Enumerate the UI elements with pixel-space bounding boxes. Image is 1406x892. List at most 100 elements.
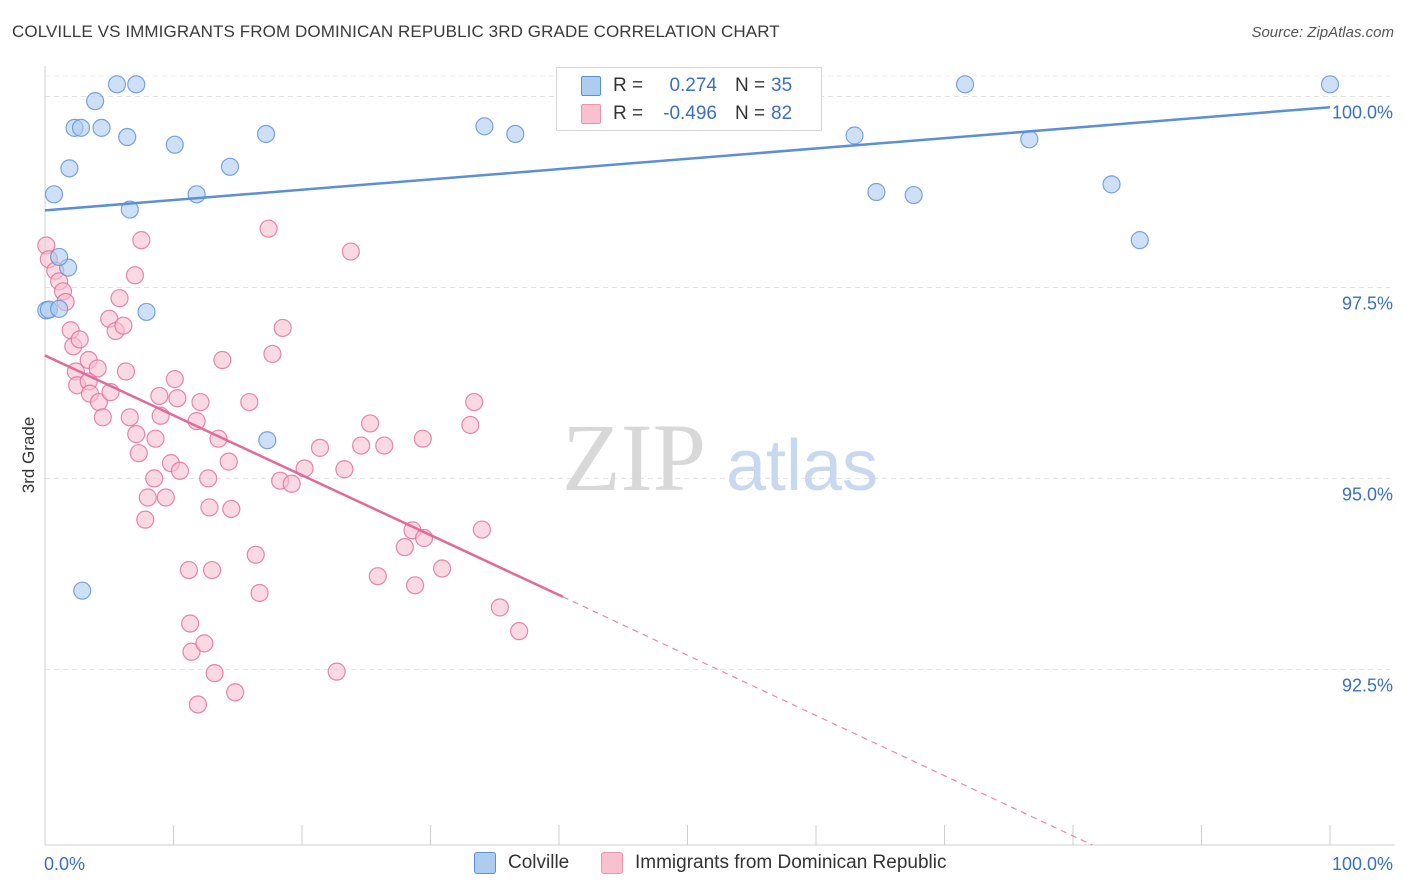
colville-point <box>120 200 139 219</box>
series-legend: Colville Immigrants from Dominican Repub… <box>0 852 1406 878</box>
immigrants-point <box>129 444 148 463</box>
immigrants-point <box>341 242 360 261</box>
immigrants-point <box>146 429 165 448</box>
immigrants-point <box>375 436 394 455</box>
colville-point <box>256 124 276 144</box>
immigrants-point <box>188 695 208 714</box>
immigrants-point <box>472 520 491 539</box>
legend-row-colville: R = 0.274 N = 35 <box>581 73 792 99</box>
watermark: ZIP atlas <box>562 404 878 511</box>
immigrants-point <box>145 469 164 488</box>
legend-swatch-immigrants <box>581 104 601 124</box>
legend-n-label: N = <box>735 75 766 96</box>
colville-point <box>50 299 69 318</box>
immigrants-point <box>259 219 278 238</box>
legend-n-value-immigrants: 82 <box>771 103 793 124</box>
immigrants-point <box>170 461 190 480</box>
colville-point <box>86 92 105 111</box>
colville-point <box>73 581 92 600</box>
legend-item-immigrants[interactable]: Immigrants from Dominican Republic <box>601 852 947 874</box>
colville-point <box>92 118 111 137</box>
immigrants-point <box>93 408 112 427</box>
immigrants-point <box>413 429 432 448</box>
colville-point <box>137 302 156 322</box>
legend-r-label: R = <box>613 103 644 124</box>
colville-point <box>165 135 184 154</box>
immigrants-point <box>182 642 201 661</box>
colville-point <box>955 75 975 94</box>
y-tick-label: 97.5% <box>1342 293 1393 313</box>
x-tick-label-max: 100.0% <box>1332 854 1393 874</box>
immigrants-point <box>335 460 354 479</box>
immigrants-point <box>165 370 184 389</box>
colville-point <box>118 127 137 147</box>
immigrants-point <box>273 318 292 338</box>
colville-point <box>1130 231 1149 250</box>
immigrants-point <box>156 488 175 507</box>
immigrants-trend-line <box>44 354 564 598</box>
legend-swatch-immigrants <box>601 852 623 874</box>
series-colville <box>37 75 1340 600</box>
colville-trend-line <box>44 105 1331 212</box>
legend-r-value-immigrants: -0.496 <box>663 103 717 124</box>
colville-point <box>50 247 69 267</box>
y-axis-label: 3rd Grade <box>19 417 38 494</box>
legend-n-value-colville: 35 <box>771 75 793 96</box>
watermark-zip: ZIP <box>562 404 706 511</box>
immigrants-point <box>352 436 371 455</box>
immigrants-point <box>510 622 529 641</box>
immigrants-point <box>116 362 136 381</box>
immigrants-point <box>179 560 199 580</box>
colville-point <box>107 75 127 94</box>
immigrants-point <box>461 415 480 435</box>
legend-r-label: R = <box>613 75 644 96</box>
immigrants-point <box>282 474 301 493</box>
trend-lines <box>44 105 1331 846</box>
immigrants-point <box>395 538 414 557</box>
immigrants-point <box>127 425 146 444</box>
legend-row-immigrants: R = -0.496 N = 82 <box>581 101 792 127</box>
colville-point <box>904 185 923 205</box>
immigrants-point <box>202 560 222 580</box>
immigrants-point <box>240 392 259 412</box>
colville-point <box>1320 75 1340 94</box>
axes <box>44 66 1395 846</box>
immigrants-point <box>226 683 245 702</box>
colville-point <box>44 185 64 204</box>
immigrants-point <box>222 499 241 519</box>
y-tick-label: 92.5% <box>1342 675 1393 695</box>
colville-point <box>127 75 146 94</box>
legend-item-colville[interactable]: Colville <box>474 852 569 874</box>
colville-point <box>220 157 240 176</box>
immigrants-point <box>168 389 187 408</box>
immigrants-point <box>213 350 232 370</box>
immigrants-point <box>125 266 145 285</box>
watermark-atlas: atlas <box>726 426 878 506</box>
immigrants-point <box>250 583 269 603</box>
colville-point <box>1020 130 1039 149</box>
immigrants-point <box>205 664 224 683</box>
legend-n-label: N = <box>735 103 766 124</box>
colville-point <box>845 126 864 145</box>
immigrants-point <box>88 359 107 378</box>
immigrants-point <box>263 344 282 364</box>
immigrants-point <box>432 559 452 578</box>
immigrants-point <box>361 414 380 433</box>
legend-r-value-colville: 0.274 <box>669 75 717 96</box>
legend-swatch-colville <box>581 76 601 96</box>
legend-label-immigrants: Immigrants from Dominican Republic <box>635 852 947 873</box>
immigrants-point <box>200 498 219 517</box>
immigrants-point <box>191 392 210 412</box>
immigrants-point <box>136 510 155 529</box>
legend-swatch-colville <box>474 852 496 874</box>
immigrants-point <box>310 438 330 457</box>
chart-title: COLVILLE VS IMMIGRANTS FROM DOMINICAN RE… <box>12 22 780 41</box>
series-immigrants-dominican-republic <box>37 219 529 714</box>
immigrants-point <box>120 408 139 427</box>
immigrants-point <box>138 488 157 507</box>
source-label: Source: ZipAtlas.com <box>1251 24 1394 41</box>
colville-point <box>258 431 277 450</box>
immigrants-point <box>246 545 265 564</box>
immigrants-point <box>110 289 129 308</box>
colville-point <box>867 182 886 202</box>
